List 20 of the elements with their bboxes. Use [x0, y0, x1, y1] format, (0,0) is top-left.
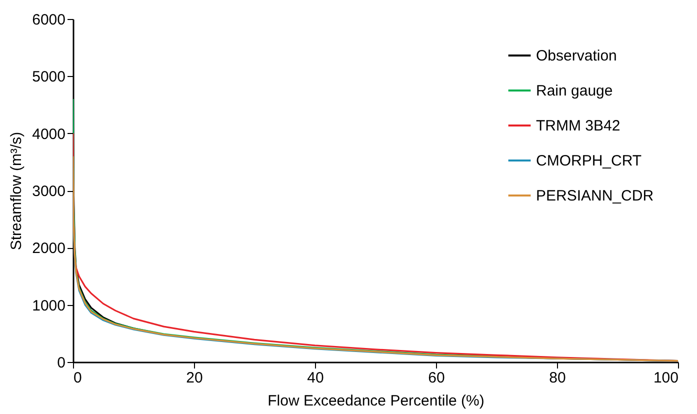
x-tick-label: 20 — [186, 370, 203, 386]
y-tick-label: 1000 — [32, 297, 66, 314]
x-axis-title: Flow Exceedance Percentile (%) — [268, 392, 484, 410]
legend-label: Observation — [536, 48, 617, 64]
y-tick-label: 2000 — [32, 240, 66, 258]
y-tick-label: 3000 — [32, 183, 66, 200]
x-tick-label: 60 — [428, 370, 445, 386]
y-tick-label: 4000 — [32, 126, 66, 143]
x-tick-label: 100 — [653, 370, 678, 386]
x-tick-label: 40 — [307, 370, 324, 386]
legend-label: CMORPH_CRT — [536, 152, 642, 170]
x-tick-label: 80 — [549, 370, 566, 386]
x-tick-label: 0 — [74, 370, 82, 386]
y-tick-label: 6000 — [32, 12, 66, 28]
legend-label: TRMM 3B42 — [536, 118, 620, 134]
legend-label: PERSIANN_CDR — [536, 188, 654, 204]
y-axis-title: Streamflow (m³/s) — [8, 132, 26, 250]
y-tick-label: 0 — [57, 354, 66, 372]
legend-label: Rain gauge — [536, 82, 613, 100]
y-tick-label: 5000 — [32, 68, 66, 86]
